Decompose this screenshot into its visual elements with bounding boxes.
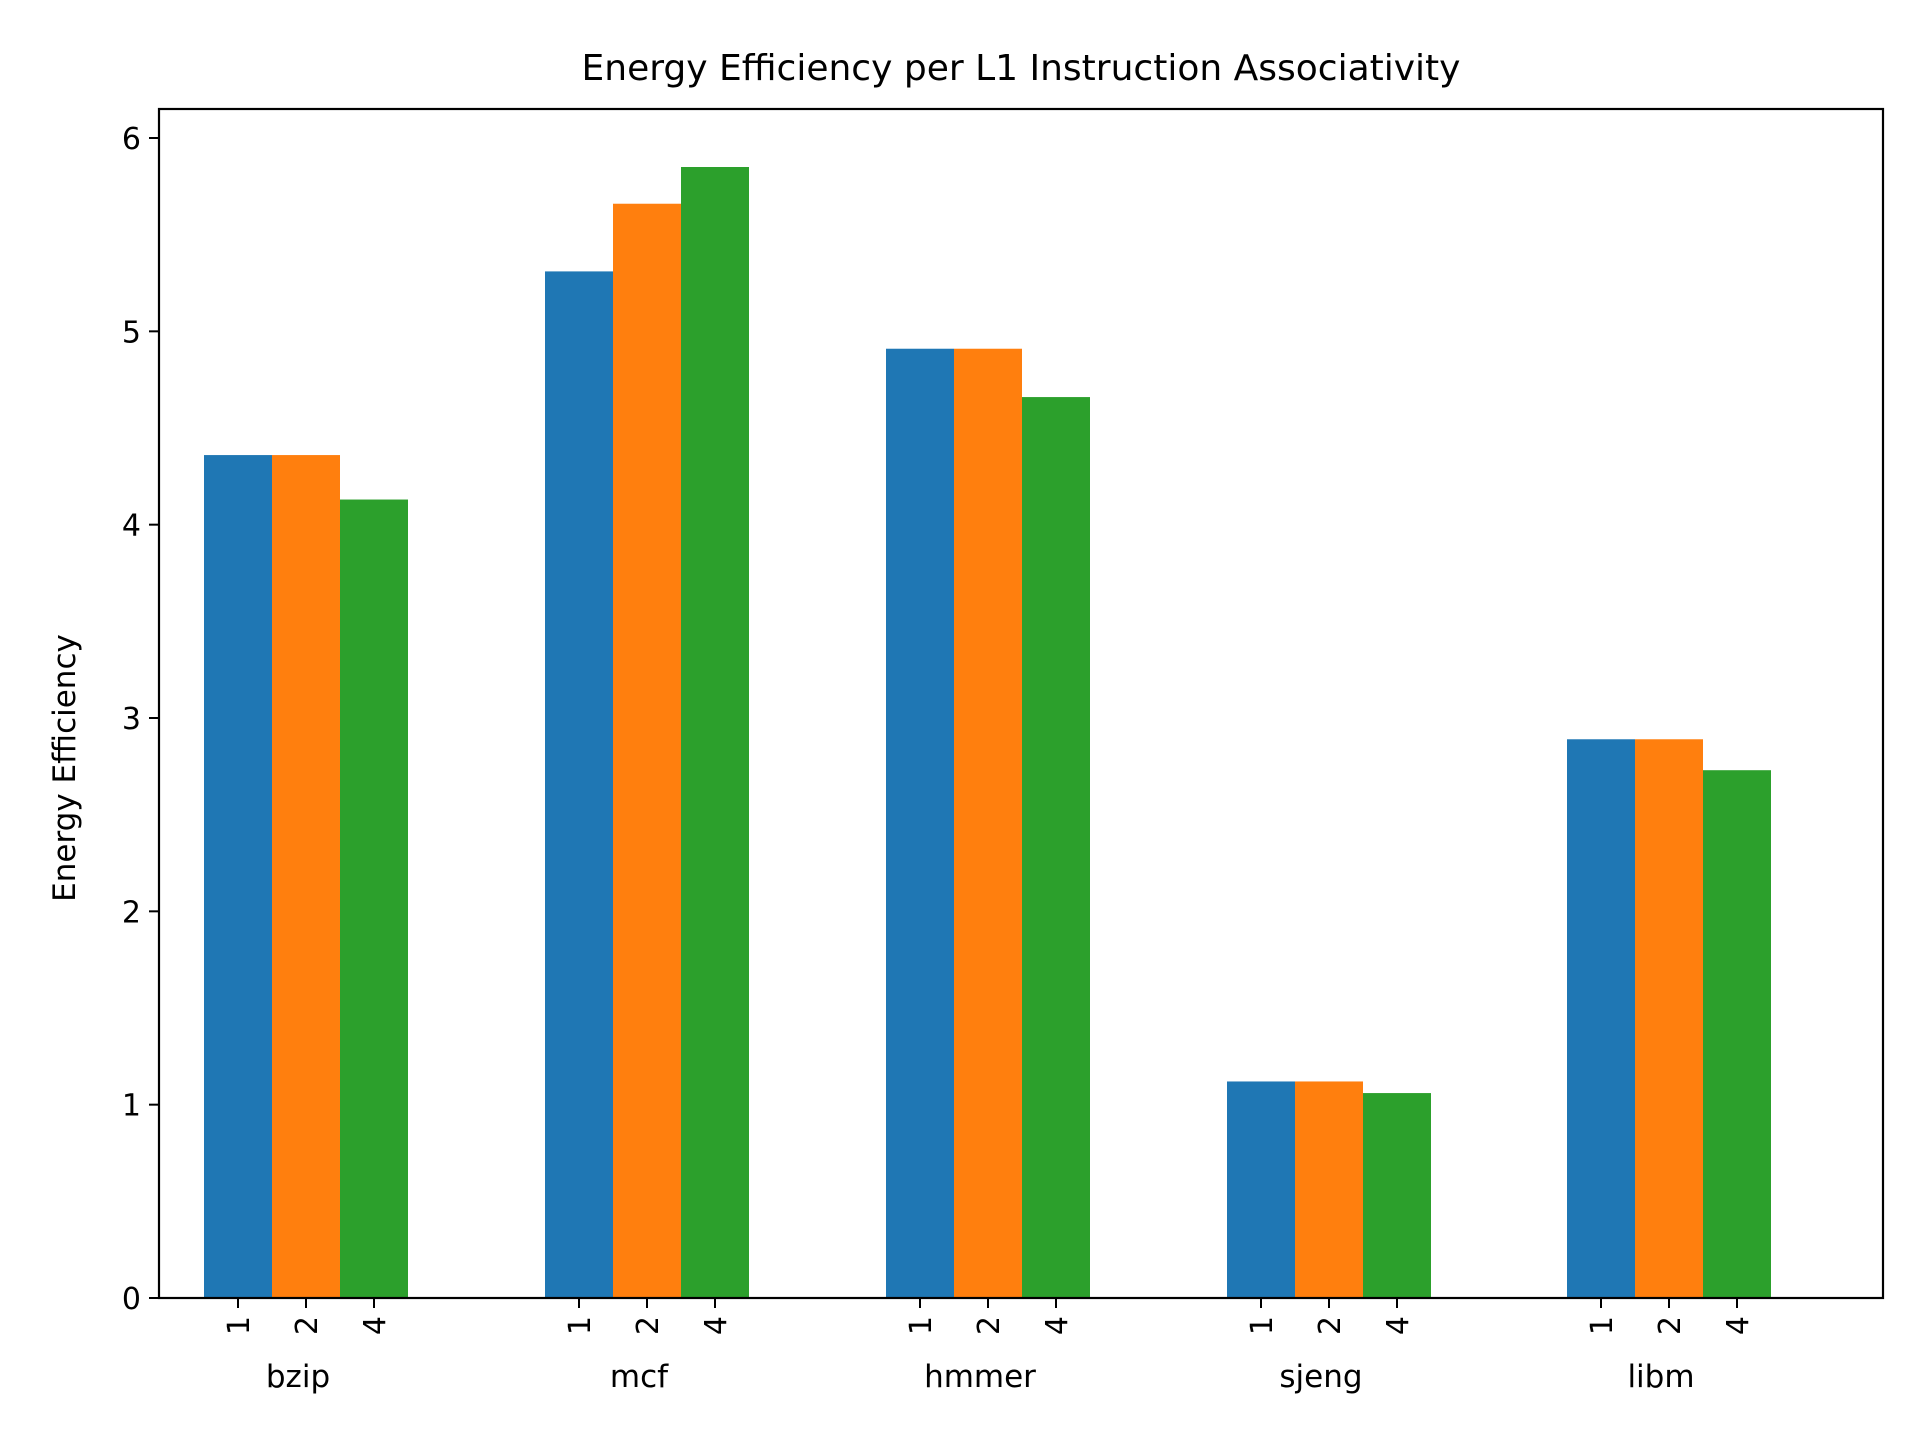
y-tick-label: 5 — [122, 315, 141, 350]
bar-sjeng-2 — [1295, 1081, 1363, 1298]
plot-area — [204, 167, 1771, 1299]
y-tick-label: 1 — [122, 1089, 141, 1124]
y-tick-label: 0 — [122, 1282, 141, 1317]
bar-hmmer-4 — [1022, 397, 1090, 1299]
bar-bzip-1 — [204, 455, 272, 1299]
x-tick-label-bzip-1: 1 — [222, 1316, 257, 1335]
category-label-sjeng: sjeng — [1279, 1359, 1362, 1395]
x-tick-label-libm-2: 2 — [1653, 1316, 1688, 1335]
y-axis: 0 1 2 3 4 5 6 — [122, 122, 159, 1317]
x-axis: 1 2 4 bzip 1 2 4 mcf 1 2 4 hmmer 1 2 4 sjeng 1 2 4 libm — [222, 1298, 1756, 1395]
x-tick-label-libm-4: 4 — [1721, 1316, 1756, 1335]
x-tick-label-mcf-1: 1 — [563, 1316, 598, 1335]
plot-frame — [157, 107, 1885, 1300]
category-label-hmmer: hmmer — [924, 1359, 1036, 1395]
x-tick-label-mcf-4: 4 — [699, 1316, 734, 1335]
x-tick-label-hmmer-1: 1 — [904, 1316, 939, 1335]
bar-sjeng-1 — [1227, 1081, 1295, 1298]
y-tick-label: 3 — [122, 702, 141, 737]
bar-libm-1 — [1567, 739, 1635, 1298]
bar-mcf-1 — [545, 271, 613, 1298]
bar-hmmer-1 — [886, 348, 954, 1298]
x-tick-label-sjeng-1: 1 — [1245, 1316, 1280, 1335]
category-label-bzip: bzip — [266, 1359, 330, 1395]
y-tick-label: 2 — [122, 895, 141, 930]
x-tick-label-libm-1: 1 — [1585, 1316, 1620, 1335]
x-tick-label-sjeng-2: 2 — [1313, 1316, 1348, 1335]
chart-title: Energy Efficiency per L1 Instruction Ass… — [582, 48, 1461, 89]
bar-mcf-4 — [681, 167, 749, 1298]
x-tick-label-sjeng-4: 4 — [1381, 1316, 1416, 1335]
y-tick-label: 6 — [122, 122, 141, 157]
category-label-libm: libm — [1627, 1359, 1694, 1395]
x-tick-label-mcf-2: 2 — [631, 1316, 666, 1335]
category-label-mcf: mcf — [610, 1359, 669, 1395]
bar-sjeng-4 — [1363, 1093, 1431, 1298]
x-tick-label-bzip-2: 2 — [290, 1316, 325, 1335]
x-tick-label-hmmer-4: 4 — [1040, 1316, 1075, 1335]
bar-libm-2 — [1635, 739, 1703, 1298]
bar-hmmer-2 — [954, 348, 1022, 1298]
bar-bzip-2 — [272, 455, 340, 1299]
bar-bzip-4 — [340, 499, 408, 1298]
bar-mcf-2 — [613, 203, 681, 1298]
y-tick-label: 4 — [122, 509, 141, 544]
bar-libm-4 — [1703, 770, 1771, 1298]
x-tick-label-hmmer-2: 2 — [972, 1316, 1007, 1335]
y-axis-label: Energy Efficiency — [47, 634, 83, 902]
x-tick-label-bzip-4: 4 — [358, 1316, 393, 1335]
